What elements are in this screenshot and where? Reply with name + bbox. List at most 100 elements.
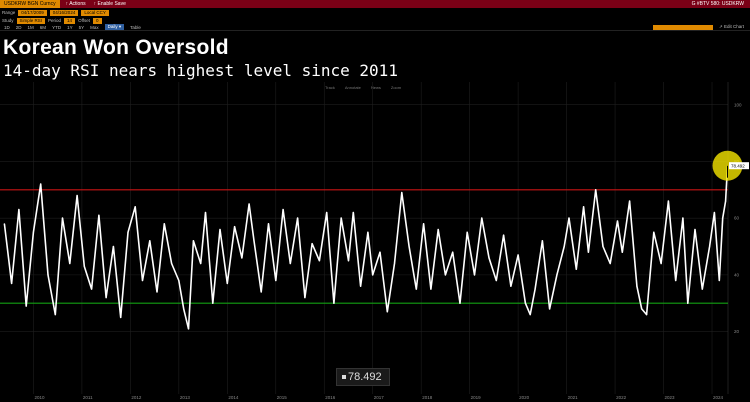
x-tick-label: 2018 (422, 395, 433, 400)
rsi-point (360, 285, 362, 287)
rsi-point (91, 288, 93, 290)
x-tick-label: 2019 (471, 395, 482, 400)
rsi-point (582, 206, 585, 208)
rsi-point (481, 217, 483, 219)
rsi-point (69, 262, 71, 265)
enable-save-button[interactable]: ↑ Enable Save (93, 1, 126, 7)
ticker-label[interactable]: USDKRW BGN Curncy (0, 0, 60, 8)
rsi-point (134, 206, 136, 208)
rsi-point (372, 274, 374, 276)
end-date-field[interactable]: 04/16/2024 (49, 9, 79, 16)
zoom-control[interactable]: Zoom (390, 85, 402, 90)
frequency-dropdown[interactable]: Daily ▾ (104, 24, 125, 30)
rsi-point (318, 260, 321, 262)
y-tick-label: 60 (734, 216, 740, 221)
x-tick-label: 2021 (568, 395, 579, 400)
period-max-button[interactable]: Max (90, 24, 99, 30)
rsi-point (289, 262, 291, 265)
rsi-point (18, 209, 20, 211)
table-button[interactable]: Table (130, 24, 141, 30)
chart-subtitle: 14-day RSI nears highest level since 201… (3, 61, 398, 80)
rsi-point (595, 189, 597, 191)
edit-chart-button[interactable]: ↗ Edit Chart (718, 24, 744, 29)
period-1d-button[interactable]: 1D (4, 24, 10, 30)
rsi-point (415, 288, 417, 290)
period-field[interactable]: 14 (64, 17, 76, 24)
rsi-point (556, 274, 558, 276)
x-tick-label: 2010 (34, 395, 45, 400)
news-control[interactable]: News (370, 85, 381, 90)
rsi-point (629, 200, 631, 202)
x-tick-label: 2017 (374, 395, 385, 400)
rsi-point (241, 257, 243, 259)
rsi-point (621, 251, 623, 253)
rsi-point (587, 251, 590, 253)
readout-marker (342, 375, 346, 380)
currency-field[interactable]: Local CCY (81, 9, 109, 16)
actions-menu[interactable]: ↑ Actions (65, 1, 86, 7)
rsi-point (260, 291, 262, 293)
rsi-point (178, 279, 180, 282)
rsi-point (248, 203, 250, 205)
date-range-row: Range 04/17/2009 04/16/2024 Local CCY (0, 9, 750, 16)
chart-type-field[interactable] (652, 24, 713, 30)
x-tick-label: 2013 (180, 395, 191, 400)
rsi-point (296, 217, 299, 219)
rsi-point (718, 279, 720, 282)
rsi-point (127, 231, 129, 233)
period-1y-button[interactable]: 1Y (67, 24, 73, 30)
rsi-point (641, 308, 643, 310)
range-label: Range (2, 10, 16, 15)
rsi-point (459, 302, 461, 304)
study-row: Study Simple RSI Period 14 Offset 0 (0, 17, 750, 24)
rsi-point (141, 279, 144, 282)
period-5y-button[interactable]: 5Y (78, 24, 85, 30)
study-label: Study (2, 18, 14, 23)
rsi-point (653, 231, 655, 233)
y-tick-label: 20 (734, 329, 740, 334)
period-6m-button[interactable]: 6M (39, 24, 47, 30)
value-readout: 78.492 (336, 368, 390, 386)
terminal-header: USDKRW BGN Curncy ↑ Actions ↑ Enable Sav… (0, 0, 750, 8)
rsi-point (549, 308, 551, 310)
rsi-point (25, 305, 27, 307)
period-1m-button[interactable]: 1M (27, 24, 34, 30)
rsi-point (11, 282, 13, 284)
period-ytd-button[interactable]: YTD (52, 24, 62, 30)
last-value-tag (729, 162, 749, 170)
period-2d-button[interactable]: 2D (15, 24, 22, 30)
x-tick-label: 2012 (131, 395, 142, 400)
rsi-point (423, 223, 425, 225)
x-tick-label: 2022 (616, 395, 627, 400)
rsi-point (275, 279, 277, 282)
study-field[interactable]: Simple RSI (16, 17, 46, 24)
rsi-point (660, 262, 662, 265)
rsi-point (219, 228, 221, 231)
rsi-point (529, 313, 531, 316)
rsi-point (466, 231, 468, 233)
annotate-control[interactable]: Annotate (344, 85, 361, 90)
rsi-point (408, 245, 410, 248)
rsi-point (437, 228, 439, 231)
start-date-field[interactable]: 04/17/2009 (18, 9, 47, 16)
rsi-point (40, 183, 42, 185)
rsi-point (98, 214, 100, 216)
rsi-point (575, 268, 577, 270)
rsi-point (32, 231, 35, 233)
period-toolbar: 1D 2D 1M 6M YTD 1Y 5Y Max Daily ▾ Table … (0, 24, 750, 31)
track-control[interactable]: Track (325, 85, 335, 90)
x-tick-label: 2020 (519, 395, 530, 400)
rsi-point (701, 288, 703, 290)
x-tick-label: 2014 (228, 395, 239, 400)
rsi-point (401, 192, 403, 194)
offset-field[interactable]: 0 (93, 17, 102, 24)
rsi-point (495, 279, 497, 282)
rsi-point (311, 243, 313, 245)
rsi-point (105, 296, 107, 299)
rsi-point (675, 279, 677, 282)
rsi-point (524, 302, 527, 304)
rsi-point (488, 257, 490, 259)
rsi-point (200, 262, 202, 265)
rsi-point (430, 288, 432, 290)
